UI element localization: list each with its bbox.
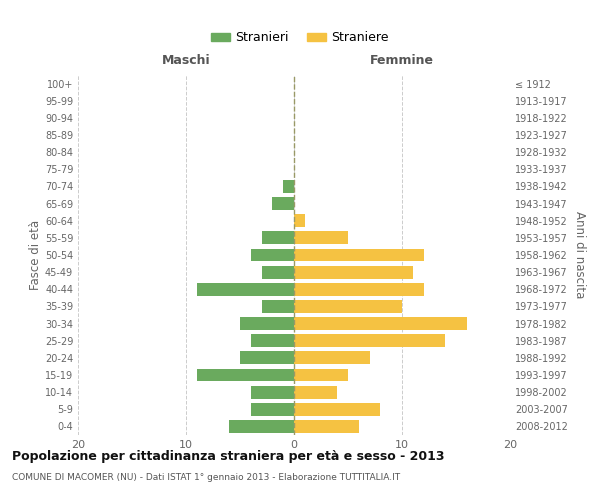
Bar	[294, 300, 402, 313]
Legend: Stranieri, Straniere: Stranieri, Straniere	[206, 26, 394, 50]
Bar	[262, 266, 294, 278]
Text: Maschi: Maschi	[161, 54, 211, 68]
Bar	[294, 403, 380, 415]
Bar	[294, 334, 445, 347]
Bar	[262, 232, 294, 244]
Text: COMUNE DI MACOMER (NU) - Dati ISTAT 1° gennaio 2013 - Elaborazione TUTTITALIA.IT: COMUNE DI MACOMER (NU) - Dati ISTAT 1° g…	[12, 472, 400, 482]
Bar	[294, 386, 337, 398]
Bar	[294, 420, 359, 433]
Text: Femmine: Femmine	[370, 54, 434, 68]
Bar	[197, 368, 294, 382]
Bar	[251, 386, 294, 398]
Bar	[294, 248, 424, 262]
Text: Popolazione per cittadinanza straniera per età e sesso - 2013: Popolazione per cittadinanza straniera p…	[12, 450, 445, 463]
Bar	[294, 232, 348, 244]
Bar	[294, 317, 467, 330]
Bar	[229, 420, 294, 433]
Bar	[283, 180, 294, 193]
Bar	[294, 214, 305, 227]
Bar	[272, 197, 294, 210]
Bar	[294, 283, 424, 296]
Bar	[197, 283, 294, 296]
Y-axis label: Anni di nascita: Anni di nascita	[573, 212, 586, 298]
Bar	[294, 368, 348, 382]
Bar	[294, 266, 413, 278]
Y-axis label: Fasce di età: Fasce di età	[29, 220, 42, 290]
Bar	[294, 352, 370, 364]
Bar	[262, 300, 294, 313]
Bar	[251, 248, 294, 262]
Bar	[251, 403, 294, 415]
Bar	[240, 317, 294, 330]
Bar	[251, 334, 294, 347]
Bar	[240, 352, 294, 364]
